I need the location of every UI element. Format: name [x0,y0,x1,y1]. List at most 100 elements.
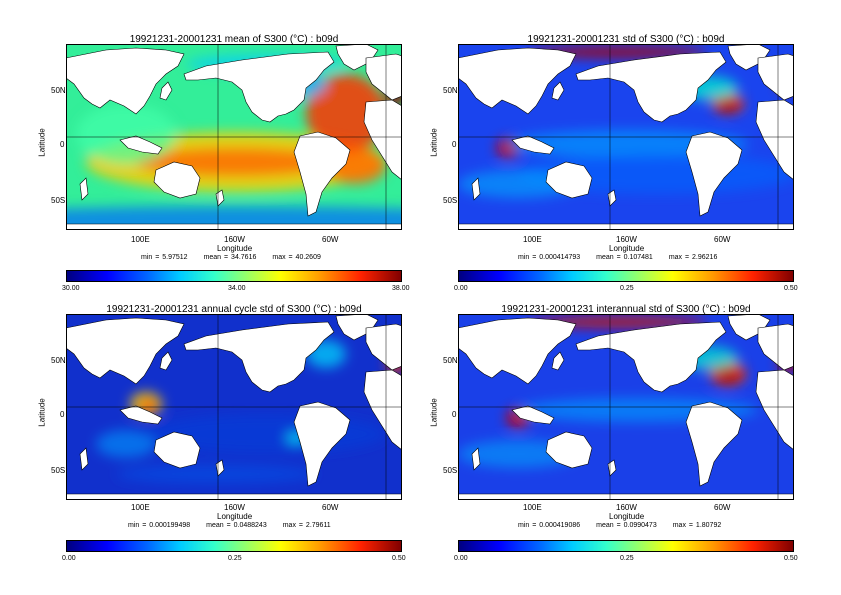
land-south-america [293,401,351,487]
panel-title: 19921231-20001231 annual cycle std of S3… [106,304,362,315]
x-axis-label: Longitude [609,512,645,521]
colorbar-tick-min: 0.00 [454,555,468,562]
colorbar-tick-max: 38.00 [392,285,410,292]
land-antarctica [66,493,402,500]
x-axis-label: Longitude [217,512,253,521]
x-tick-60w: 60W [714,235,731,244]
stat-min: min = 5.97512 [141,254,188,261]
field-hotspot [140,400,156,412]
stat-max: max = 40.2609 [272,254,321,261]
land-madagascar [471,447,481,471]
land-south-america [685,131,743,217]
land-south-america [685,401,743,487]
colorbar-tick-mid: 0.25 [620,555,634,562]
land-eurasia [66,317,185,385]
land-madagascar [79,177,89,201]
field-hotspot [116,464,316,484]
x-axis-label: Longitude [217,244,253,253]
y-axis-label: Latitude [429,398,439,427]
field-hotspot [96,430,156,458]
field-statistics: min = 5.97512 mean = 34.7616 max = 40.2609 [141,254,321,261]
field-hotspot [718,100,738,112]
field-hotspot [716,370,740,382]
y-axis-label: Latitude [37,128,47,157]
colorbar-tick-min: 0.00 [62,555,76,562]
colorbar-tick-max: 0.50 [784,555,798,562]
color-bar [66,270,402,282]
land-antarctica [458,223,794,230]
colorbar-tick-mid: 0.25 [620,285,634,292]
colorbar-tick-max: 0.50 [784,285,798,292]
colorbar-tick-mid: 34.00 [228,285,246,292]
land-australia [545,161,593,199]
stat-mean: mean = 34.7616 [203,254,257,261]
land-antarctica [458,493,794,500]
land-madagascar [79,447,89,471]
map-frame [66,314,402,500]
map-frame [458,314,794,500]
x-tick-160w: 160W [224,235,245,244]
color-bar [458,540,794,552]
stat-max: max = 1.80792 [672,522,722,529]
map-frame [66,44,402,230]
land-japan [551,351,565,371]
land-australia [545,431,593,469]
x-tick-100e: 100E [131,503,150,512]
y-tick-0: 0 [60,410,65,419]
y-tick-50n: 50N [51,356,66,365]
land-japan [159,351,173,371]
x-tick-100e: 100E [131,235,150,244]
x-tick-160w: 160W [616,235,637,244]
y-tick-50n: 50N [51,86,66,95]
field-hotspot [306,74,386,154]
land-africa [755,369,794,451]
land-south-america [293,131,351,217]
land-north-america [575,321,727,393]
y-tick-50s: 50S [443,196,458,205]
land-africa [363,369,402,451]
y-tick-0: 0 [452,410,457,419]
map-panel-mean: 19921231-20001231 mean of S300 (°C) : b0… [0,30,410,292]
panel-title: 19921231-20001231 interannual std of S30… [501,304,751,315]
panel-title: 19921231-20001231 mean of S300 (°C) : b0… [129,34,339,45]
land-north-america [183,51,335,123]
stat-max: max = 2.79611 [282,522,331,529]
y-tick-0: 0 [452,140,457,149]
land-australia [153,161,201,199]
colorbar-tick-min: 0.00 [454,285,468,292]
map-panel-annual-cycle-std: 19921231-20001231 annual cycle std of S3… [0,300,406,562]
x-tick-60w: 60W [714,503,731,512]
field-statistics: min = 0.000419086 mean = 0.0990473 max = 1… [518,522,721,529]
field-hotspot [76,104,176,164]
stat-min: min = 0.000414793 [518,254,581,261]
land-africa [363,99,402,181]
map-panel-interannual-std: 19921231-20001231 interannual std of S30… [392,300,798,562]
stat-min: min = 0.000199498 [128,522,191,529]
y-tick-0: 0 [60,140,65,149]
ocean-field-map [458,44,794,230]
y-axis-label: Latitude [429,128,439,157]
panel-title: 19921231-20001231 std of S300 (°C) : b09… [527,34,725,45]
x-tick-100e: 100E [523,235,542,244]
land-africa [755,99,794,181]
x-tick-60w: 60W [322,235,339,244]
y-tick-50s: 50S [51,466,66,475]
x-tick-100e: 100E [523,503,542,512]
ocean-field-map [66,314,402,500]
land-eurasia [66,47,185,115]
map-panel-std: 19921231-20001231 std of S300 (°C) : b09… [392,30,798,292]
color-bar [66,540,402,552]
land-madagascar [471,177,481,201]
stat-min: min = 0.000419086 [518,522,581,529]
color-bar [458,270,794,282]
land-antarctica [66,223,402,230]
y-axis-label: Latitude [37,398,47,427]
colorbar-tick-max: 0.50 [392,555,406,562]
x-tick-60w: 60W [322,503,339,512]
stat-max: max = 2.96216 [668,254,718,261]
map-frame [458,44,794,230]
land-north-america [575,51,727,123]
ocean-field-map [66,44,402,230]
field-statistics: min = 0.000199498 mean = 0.0488243 max = 2… [128,522,331,529]
stat-mean: mean = 0.107481 [596,254,653,261]
